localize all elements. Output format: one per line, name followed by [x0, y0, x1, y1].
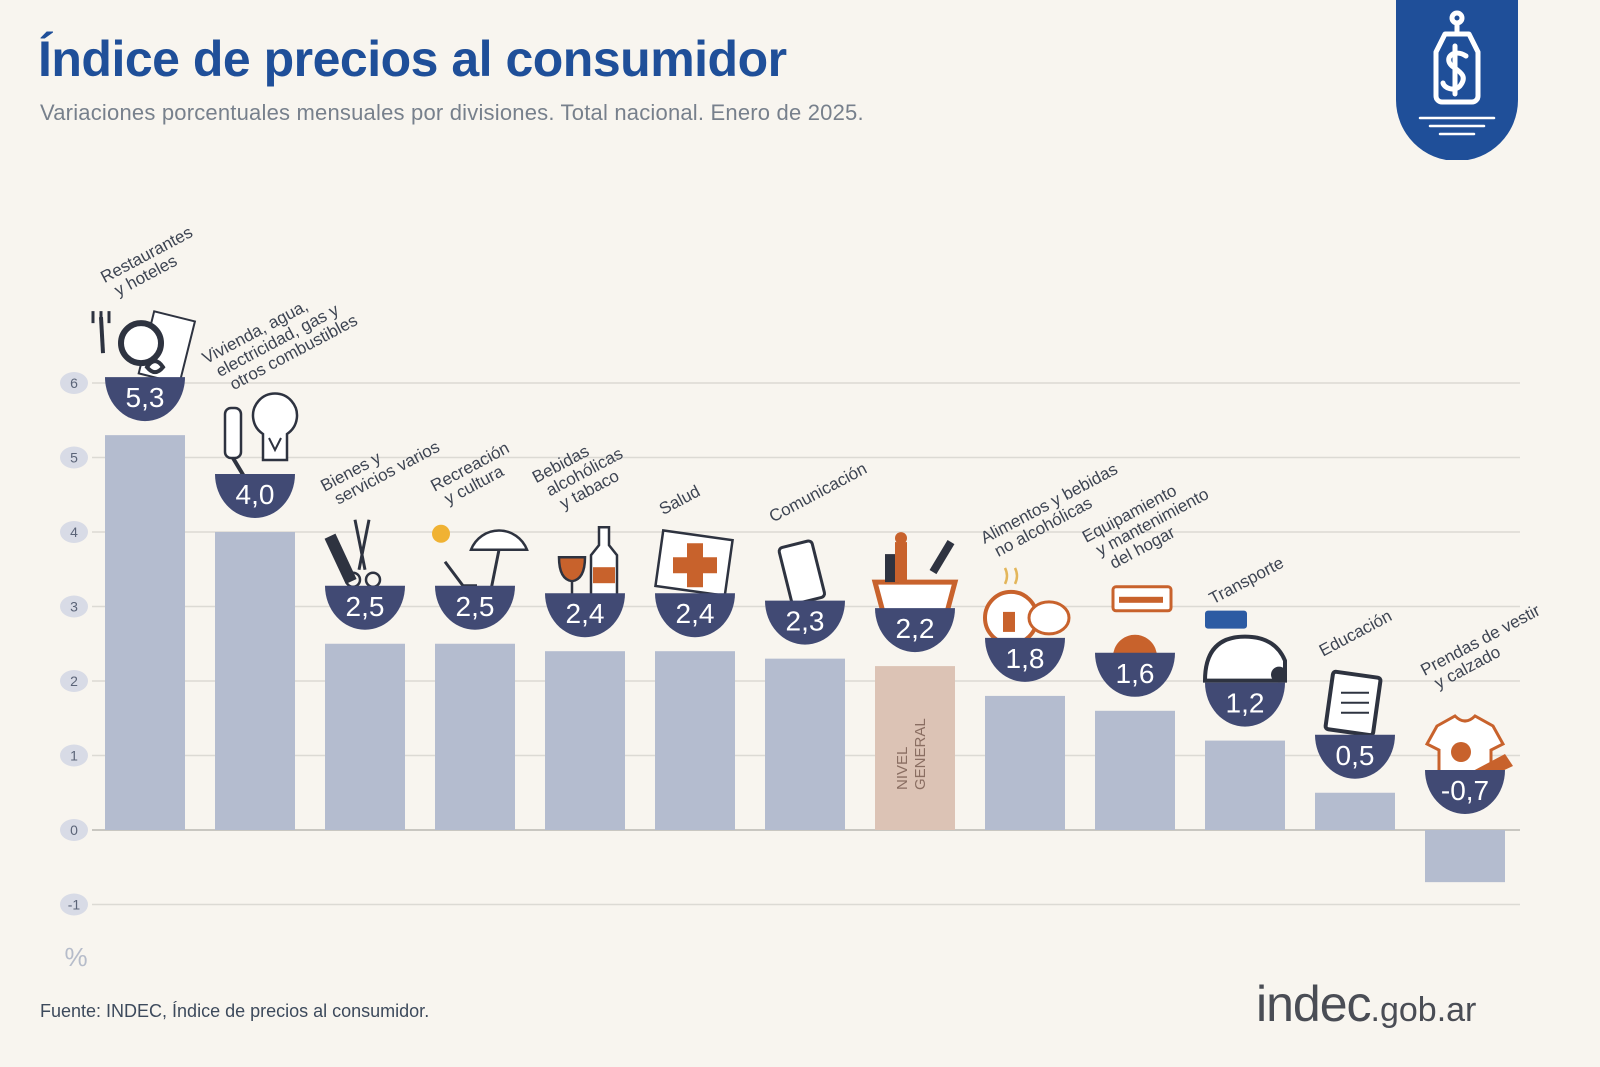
y-tick-label: 6	[70, 375, 78, 391]
data-label: 2,5	[456, 591, 495, 622]
category-label: Comunicación	[766, 459, 870, 526]
value-badge	[215, 474, 295, 518]
bar	[435, 643, 515, 830]
data-label: 2,2	[896, 613, 935, 644]
value-badge	[875, 608, 955, 653]
bar	[655, 651, 735, 830]
bar	[985, 695, 1065, 830]
data-label: 0,5	[1336, 740, 1375, 771]
category-label: NIVELGENERAL	[894, 718, 929, 790]
y-unit-label: %	[64, 942, 87, 972]
data-label: 1,6	[1116, 658, 1155, 689]
bar	[765, 658, 845, 830]
chart-subtitle: Variaciones porcentuales mensuales por d…	[40, 100, 864, 125]
y-tick-label: 5	[70, 450, 78, 466]
umbrella-chair-icon	[432, 524, 529, 591]
smartphone-icon	[777, 539, 827, 606]
air-conditioner-icon	[1111, 585, 1173, 657]
bar-group-recreacion-y-cultura: 2,5 Recreacióny cultura	[428, 438, 529, 830]
price-tag-dollar-icon	[1396, 0, 1518, 160]
data-label: 2,4	[566, 598, 605, 629]
notebook-icon	[1323, 669, 1383, 738]
car-sube-card-icon	[1202, 610, 1287, 683]
category-label: Transporte	[1206, 553, 1287, 608]
data-label: 5,3	[126, 382, 165, 413]
chart-title: Índice de precios al consumidor	[38, 31, 787, 87]
y-tick-label: -1	[68, 897, 81, 913]
bar-group-educacion: 0,5 Educación	[1315, 606, 1395, 830]
tick-badge	[60, 893, 88, 916]
shopping-bag-icon	[871, 532, 959, 615]
bar	[215, 532, 295, 830]
value-badge	[545, 593, 625, 638]
brand-name: indec	[1256, 976, 1372, 1032]
data-label: 2,3	[786, 606, 825, 637]
y-tick-label: 0	[70, 822, 78, 838]
tick-badge	[60, 372, 88, 394]
value-badge	[325, 585, 405, 630]
data-label: 2,5	[346, 591, 385, 622]
bar	[1095, 710, 1175, 830]
bar	[105, 435, 185, 830]
bar	[1315, 792, 1395, 830]
category-label: Bienes yservicios varios	[318, 421, 443, 511]
bar-group-salud: 2,4 Salud	[654, 482, 735, 830]
category-label: Bebidasalcohólicasy tabaco	[529, 428, 634, 519]
category-label: Vivienda, agua,electricidad, gas yotros …	[199, 279, 361, 400]
y-tick-label: 2	[70, 673, 78, 689]
tick-badge	[60, 819, 88, 841]
value-badge	[1205, 682, 1285, 727]
comb-scissors-icon	[324, 519, 382, 588]
category-label: Recreacióny cultura	[428, 438, 521, 511]
brand-domain: .gob.ar	[1370, 991, 1477, 1029]
value-badge	[1425, 770, 1505, 814]
bar-group-comunicacion: 2,3 Comunicación	[765, 459, 870, 830]
bar	[1205, 740, 1285, 830]
category-label: Restaurantesy hoteles	[98, 223, 205, 303]
category-label: Educación	[1316, 606, 1395, 660]
data-label: 1,2	[1226, 688, 1265, 719]
y-tick-label: 4	[70, 524, 78, 540]
value-badge	[1095, 652, 1175, 697]
tick-badge	[60, 744, 88, 767]
bar-group-transporte: 1,2 Transporte	[1202, 553, 1287, 830]
bar	[1425, 830, 1505, 883]
lightbulb-plug-icon	[223, 392, 299, 480]
data-label: -0,7	[1441, 775, 1489, 806]
data-label: 1,8	[1006, 643, 1045, 674]
y-tick-label: 3	[70, 599, 78, 615]
chicken-meal-icon	[983, 567, 1071, 646]
category-label: Salud	[656, 482, 703, 519]
cutlery-plate-icon	[91, 310, 197, 385]
value-badge	[105, 377, 185, 422]
value-badge	[985, 637, 1065, 682]
y-tick-label: 1	[70, 748, 78, 764]
tick-badge	[60, 521, 88, 543]
bar	[545, 651, 625, 830]
data-label: 2,4	[676, 598, 715, 629]
bar-group-nivel-general: 2,2 NIVELGENERAL	[871, 532, 959, 830]
tick-badge	[60, 446, 88, 469]
medical-cross-icon	[654, 529, 734, 598]
source-note: Fuente: INDEC, Índice de precios al cons…	[40, 1001, 430, 1021]
data-label: 4,0	[236, 479, 275, 510]
value-badge	[655, 593, 735, 638]
bar-group-bienes-y-servicios-varios: 2,5 Bienes yservicios varios	[318, 421, 443, 830]
value-badge	[435, 585, 515, 630]
wine-bottle-icon	[557, 525, 619, 599]
value-badge	[765, 600, 845, 645]
tick-badge	[60, 670, 88, 692]
bar	[875, 666, 955, 830]
bar-group-bebidas-alcoholicas-y-tabaco: 2,4 Bebidasalcohólicasy tabaco	[529, 428, 634, 830]
indec-logo: indec.gob.ar	[1256, 975, 1476, 1033]
tick-badge	[60, 595, 88, 618]
bar-group-restaurantes-y-hoteles: 5,3 Restaurantesy hoteles	[91, 223, 205, 830]
bar	[325, 643, 405, 830]
value-badge	[1315, 734, 1395, 779]
